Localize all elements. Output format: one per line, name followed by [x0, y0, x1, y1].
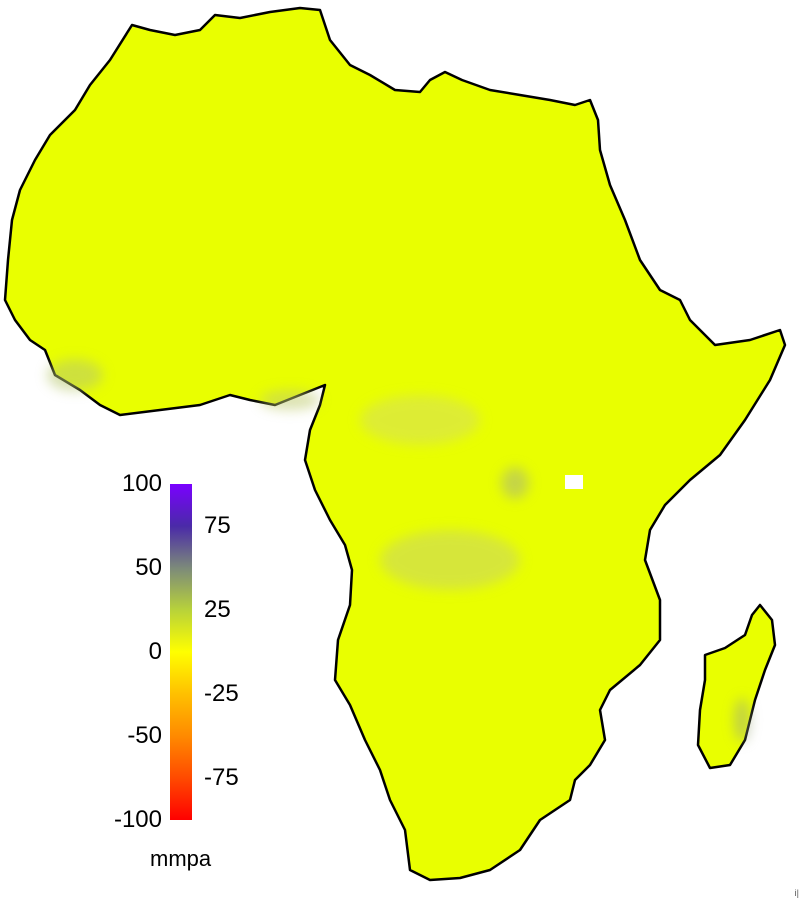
- colorbar-tick-label: 25: [204, 596, 231, 623]
- africa-landmass: [3, 6, 787, 882]
- colorbar-tick-label: 100: [121, 470, 162, 497]
- colorbar-tick-label: -25: [204, 680, 239, 707]
- legend-units: mmpa: [150, 846, 212, 871]
- colorbar-tick-label: 0: [148, 638, 162, 665]
- colorbar-tick-label: -100: [113, 806, 162, 833]
- madagascar-landmass: [696, 603, 777, 770]
- colorbar-tick-label: -75: [204, 764, 239, 791]
- credit-mark: i|: [794, 888, 799, 898]
- anomaly-patches: [47, 359, 750, 742]
- no-data-patch: [565, 475, 583, 489]
- colorbar: [170, 484, 192, 820]
- colorbar-tick-label: -50: [127, 722, 162, 749]
- colorbar-tick-label: 75: [204, 512, 231, 539]
- colorbar-tick-label: 50: [135, 554, 162, 581]
